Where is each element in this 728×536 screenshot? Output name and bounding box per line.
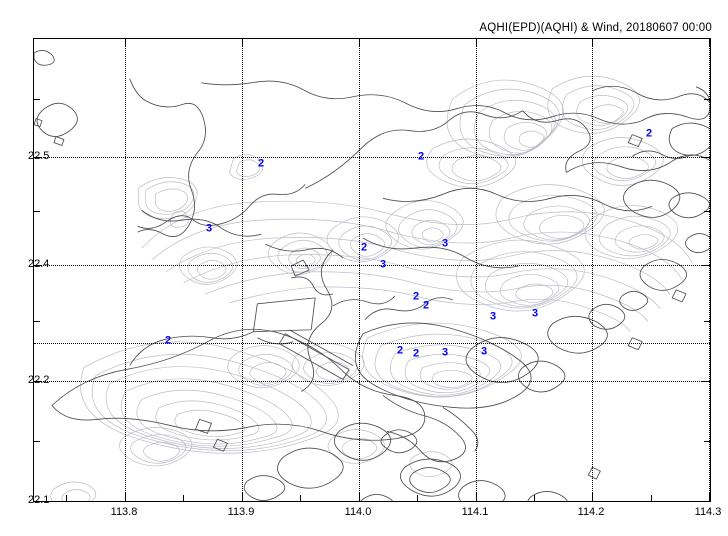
yaxis-label-0: 22.5: [28, 150, 50, 162]
xtick-minor-5: [534, 495, 535, 501]
station-value: 2: [164, 334, 172, 347]
station-value: 2: [417, 150, 425, 163]
xtick-114.1: [476, 493, 477, 501]
ytick-22.4: [34, 265, 42, 266]
ytick-minor-1: [34, 99, 40, 100]
station-value: 3: [379, 258, 387, 271]
xtick-top-114.2: [592, 39, 593, 47]
xtick-114.0: [359, 493, 360, 501]
ytick-right-22.5: [702, 157, 710, 158]
station-value: 2: [257, 157, 265, 170]
ytick-right-22.4: [702, 265, 710, 266]
station-value: 3: [441, 346, 449, 359]
xaxis-label-2: 114.0: [344, 506, 372, 518]
yaxis-label-1: 22.4: [28, 258, 50, 270]
xtick-113.9: [242, 493, 243, 501]
xaxis-label-3: 114.1: [461, 506, 489, 518]
yaxis-label-2: 22.2: [28, 374, 50, 386]
ytick-22.5: [34, 157, 42, 158]
ytick-right-minor-3: [704, 321, 710, 322]
ytick-right-minor-1: [704, 99, 710, 100]
xtick-top-114.3: [709, 39, 710, 47]
map-geometry: [34, 49, 710, 501]
ytick-right-minor-4: [704, 441, 710, 442]
xtick-top-114.1: [476, 39, 477, 47]
station-value: 3: [480, 345, 488, 358]
xtick-top-113.8: [125, 39, 126, 47]
ytick-right-minor-2: [704, 211, 710, 212]
chart-title: AQHI(EPD)(AQHI) & Wind, 20180607 00:00: [479, 22, 712, 34]
xtick-minor-3: [300, 495, 301, 501]
station-value: 2: [412, 290, 420, 303]
xtick-top-114.0: [359, 39, 360, 47]
xaxis-label-1: 113.9: [227, 506, 255, 518]
station-value: 3: [205, 222, 213, 235]
ytick-right-22.2: [702, 381, 710, 382]
xtick-minor-2: [183, 495, 184, 501]
station-value: 3: [531, 307, 539, 320]
ytick-22.2: [34, 381, 42, 382]
station-value: 3: [489, 310, 497, 323]
ytick-minor-3: [34, 321, 40, 322]
station-value: 2: [412, 347, 420, 360]
xtick-minor-6: [651, 495, 652, 501]
xtick-114.3: [709, 493, 710, 501]
yaxis-label-3: 22.1: [28, 494, 50, 506]
xtick-114.2: [592, 493, 593, 501]
xtick-top-113.9: [242, 39, 243, 47]
ytick-minor-2: [34, 211, 40, 212]
ytick-minor-4: [34, 441, 40, 442]
xaxis-label-5: 114.3: [694, 506, 722, 518]
xtick-113.8: [125, 493, 126, 501]
station-value: 3: [441, 237, 449, 250]
xaxis-label-4: 114.2: [577, 506, 605, 518]
station-value: 2: [396, 344, 404, 357]
xtick-minor-1: [66, 495, 67, 501]
station-value: 2: [422, 299, 430, 312]
station-value: 2: [360, 241, 368, 254]
xtick-minor-4: [417, 495, 418, 501]
coastline-layer: [34, 49, 710, 501]
station-value: 2: [645, 127, 653, 140]
xaxis-label-0: 113.8: [110, 506, 138, 518]
terrain-contour-layer: [50, 75, 693, 501]
